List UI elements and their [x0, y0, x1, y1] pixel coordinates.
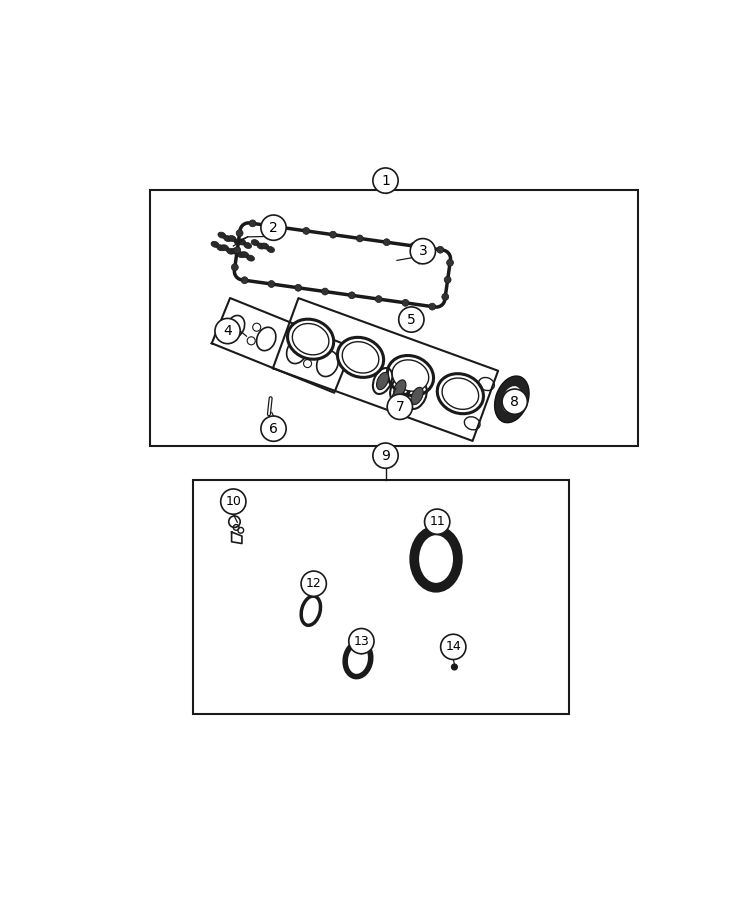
Ellipse shape: [495, 376, 529, 423]
Ellipse shape: [442, 378, 479, 410]
Circle shape: [349, 628, 374, 653]
Circle shape: [249, 220, 256, 227]
Circle shape: [447, 259, 453, 266]
Circle shape: [330, 231, 336, 239]
Circle shape: [231, 264, 239, 271]
Circle shape: [442, 293, 449, 301]
Circle shape: [411, 238, 436, 264]
Circle shape: [402, 300, 409, 306]
Ellipse shape: [241, 252, 249, 257]
Text: 11: 11: [429, 515, 445, 528]
Ellipse shape: [267, 247, 275, 253]
Ellipse shape: [257, 243, 265, 249]
Text: 12: 12: [306, 577, 322, 590]
Circle shape: [451, 664, 457, 670]
Text: 7: 7: [396, 400, 405, 414]
Circle shape: [436, 247, 444, 253]
Circle shape: [236, 230, 243, 237]
Circle shape: [425, 509, 450, 535]
Ellipse shape: [261, 243, 269, 249]
Ellipse shape: [376, 373, 389, 390]
Ellipse shape: [218, 232, 226, 239]
Text: 9: 9: [381, 448, 390, 463]
Circle shape: [444, 276, 451, 284]
Circle shape: [502, 389, 528, 414]
Text: 5: 5: [407, 312, 416, 327]
Ellipse shape: [228, 236, 236, 241]
Text: 3: 3: [419, 244, 428, 258]
Text: 6: 6: [269, 422, 278, 436]
Circle shape: [261, 215, 286, 240]
Ellipse shape: [437, 374, 483, 414]
Text: 8: 8: [511, 395, 519, 409]
Circle shape: [303, 228, 310, 234]
Text: 4: 4: [223, 324, 232, 338]
Ellipse shape: [217, 245, 225, 251]
Text: 2: 2: [269, 220, 278, 235]
Ellipse shape: [211, 241, 219, 248]
Bar: [193, 480, 569, 714]
Circle shape: [348, 292, 355, 299]
Circle shape: [215, 319, 240, 344]
Circle shape: [410, 242, 417, 249]
Circle shape: [388, 394, 413, 419]
Ellipse shape: [251, 239, 259, 246]
Circle shape: [276, 224, 283, 230]
Circle shape: [295, 284, 302, 292]
Circle shape: [399, 307, 424, 332]
Text: 14: 14: [445, 641, 461, 653]
Ellipse shape: [342, 342, 379, 373]
Ellipse shape: [388, 356, 433, 396]
Ellipse shape: [234, 239, 242, 245]
Circle shape: [322, 288, 328, 295]
Ellipse shape: [393, 380, 406, 397]
Circle shape: [429, 303, 436, 310]
Circle shape: [383, 238, 390, 246]
Ellipse shape: [337, 338, 384, 377]
Text: 10: 10: [225, 495, 242, 508]
Circle shape: [373, 168, 398, 194]
Circle shape: [221, 489, 246, 514]
Ellipse shape: [247, 255, 254, 261]
Ellipse shape: [237, 252, 245, 257]
Circle shape: [268, 281, 275, 287]
Ellipse shape: [392, 360, 429, 392]
Ellipse shape: [244, 242, 252, 248]
Text: 1: 1: [381, 174, 390, 187]
Ellipse shape: [292, 323, 329, 355]
Ellipse shape: [224, 236, 231, 241]
Ellipse shape: [231, 248, 239, 254]
Ellipse shape: [227, 248, 234, 254]
Text: 13: 13: [353, 634, 369, 648]
Circle shape: [301, 572, 326, 597]
Ellipse shape: [502, 386, 522, 412]
Circle shape: [233, 247, 241, 254]
Circle shape: [241, 277, 248, 284]
Bar: [150, 190, 638, 446]
Ellipse shape: [221, 245, 229, 251]
Circle shape: [375, 295, 382, 302]
Circle shape: [441, 634, 466, 660]
Ellipse shape: [288, 320, 333, 359]
Ellipse shape: [411, 387, 423, 404]
Circle shape: [356, 235, 363, 242]
Circle shape: [261, 416, 286, 441]
Ellipse shape: [238, 239, 246, 245]
Circle shape: [373, 443, 398, 468]
